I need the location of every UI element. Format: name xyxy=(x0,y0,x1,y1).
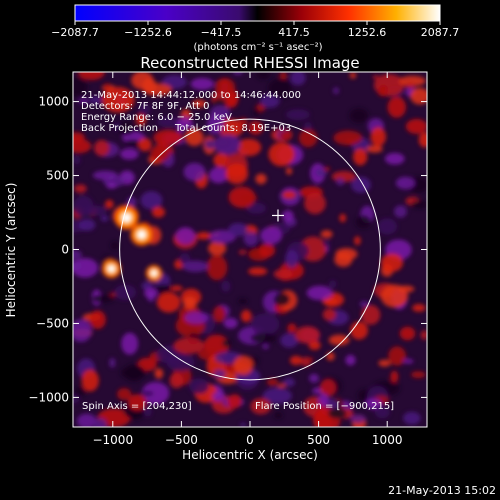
y-tick-label: −500 xyxy=(36,316,69,330)
colorbar-tick-label: 1252.6 xyxy=(348,26,387,39)
x-tick-label: −1000 xyxy=(92,433,133,447)
footer-timestamp: 21‑May‑2013 15:02 xyxy=(388,484,496,497)
annotation-total-counts: Total counts: 8.19E+03 xyxy=(174,123,291,134)
spin-axis-marker xyxy=(271,209,284,222)
colorbar-tick-label: 417.5 xyxy=(278,26,310,39)
x-tick-label: 0 xyxy=(246,433,254,447)
y-axis-label: Heliocentric Y (arcsec) xyxy=(4,183,18,318)
colorbar-tick-label: −2087.7 xyxy=(51,26,99,39)
x-tick-label: 1000 xyxy=(372,433,403,447)
colorbar xyxy=(74,4,441,22)
y-tick-label: −1000 xyxy=(28,390,69,404)
chart-title: Reconstructed RHESSI Image xyxy=(140,54,359,72)
annotation-spin-axis: Spin Axis = [204,230] xyxy=(82,401,192,412)
annotation-energy-range: Energy Range: 6.0 − 25.0 keV xyxy=(81,112,232,123)
annotation-detectors: Detectors: 7F 8F 9F, Att 0 xyxy=(81,101,209,112)
axis-ticks: −1000 −500 0 500 1000 −1000 −500 0 500 1000 xyxy=(28,72,427,447)
colorbar-unit-label: (photons cm⁻² s⁻¹ asec⁻²) xyxy=(193,42,322,53)
x-axis-label: Heliocentric X (arcsec) xyxy=(182,448,318,462)
y-tick-label: 500 xyxy=(46,169,69,183)
annotation-time-range: 21‑May‑2013 14:44:12.000 to 14:46:44.000 xyxy=(81,90,301,101)
colorbar-tick-label: 2087.7 xyxy=(421,26,460,39)
x-tick-label: −500 xyxy=(165,433,198,447)
colorbar-tick-label: −417.5 xyxy=(201,26,242,39)
colorbar-tick-label: −1252.6 xyxy=(124,26,172,39)
y-tick-label: 0 xyxy=(61,243,69,257)
annotation-flare-position: Flare Position = [−900,215] xyxy=(255,401,394,412)
solar-limb-circle xyxy=(119,118,381,381)
colorbar-ticks: −2087.7 −1252.6 −417.5 417.5 1252.6 2087.7 xyxy=(51,21,459,39)
annotations: 21‑May‑2013 14:44:12.000 to 14:46:44.000… xyxy=(81,90,394,412)
annotation-method: Back Projection xyxy=(81,123,158,134)
x-tick-label: 500 xyxy=(307,433,330,447)
y-tick-label: 1000 xyxy=(38,95,69,109)
